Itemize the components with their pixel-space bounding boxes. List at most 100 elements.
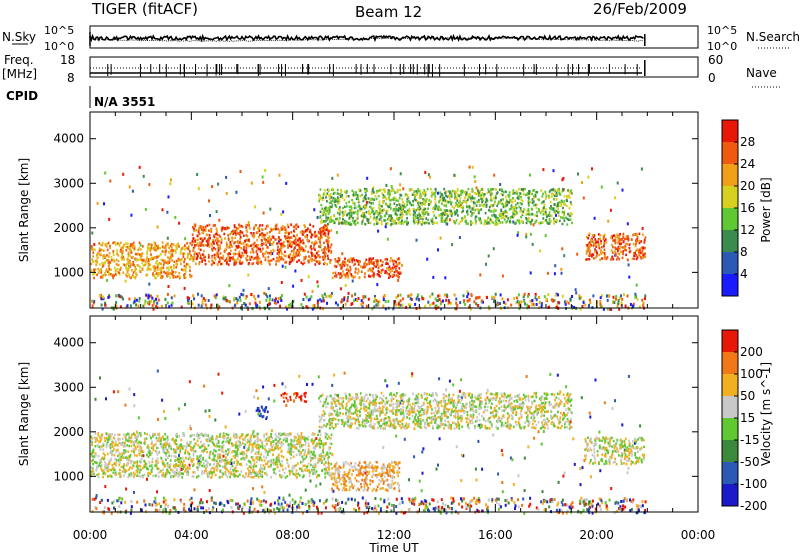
scatter-cell [143,500,145,503]
scatter-cell [142,245,144,248]
scatter-cell [501,217,503,220]
scatter-cell [517,231,519,234]
scatter-cell [136,259,138,262]
scatter-cell [385,223,387,226]
scatter-cell [161,275,163,278]
scatter-cell [551,298,553,301]
scatter-cell [362,497,364,500]
scatter-cell [150,253,152,256]
scatter-cell [224,237,226,240]
scatter-cell [530,201,532,204]
scatter-cell [549,373,551,376]
scatter-cell [321,249,323,252]
scatter-cell [461,189,463,192]
scatter-cell [111,256,113,259]
scatter-cell [615,501,617,504]
scatter-cell [448,301,450,304]
scatter-cell [395,213,397,216]
scatter-cell [324,251,326,254]
scatter-cell [374,265,376,268]
scatter-cell [635,239,637,242]
scatter-cell [274,502,276,505]
scatter-cell [218,373,220,376]
scatter-cell [357,222,359,225]
scatter-cell [352,220,354,223]
scatter-cell [110,269,112,272]
scatter-cell [543,430,545,433]
scatter-cell [487,389,489,392]
scatter-cell [449,201,451,204]
scatter-cell [238,413,240,416]
scatter-cell [438,377,440,380]
scatter-cell [441,216,443,219]
scatter-cell [231,499,233,502]
scatter-cell [351,190,353,193]
scatter-cell [292,498,294,501]
scatter-cell [501,188,503,191]
scatter-cell [286,231,288,234]
scatter-cell [235,503,237,506]
scatter-cell [261,244,263,247]
scatter-cell [229,499,231,502]
scatter-cell [615,248,617,251]
scatter-cell [279,305,281,308]
scatter-cell [208,238,210,241]
scatter-cell [113,259,115,262]
scatter-cell [329,211,331,214]
scatter-cell [183,274,185,277]
scatter-cell [586,252,588,255]
scatter-cell [148,283,150,286]
scatter-cell [553,188,555,191]
scatter-cell [319,195,321,198]
scatter-cell [467,293,469,296]
scatter-cell [370,275,372,278]
scatter-cell [304,293,306,296]
scatter-cell [368,222,370,225]
scatter-cell [334,201,336,204]
scatter-cell [245,224,247,227]
scatter-cell [229,233,231,236]
cpid-value: N/A 3551 [94,95,155,109]
scatter-cell [366,211,368,214]
scatter-cell [300,461,302,464]
scatter-cell [385,300,387,303]
scatter-cell [310,480,312,483]
scatter-cell [241,252,243,255]
scatter-cell [609,499,611,502]
scatter-cell [324,221,326,224]
scatter-cell [300,231,302,234]
scatter-cell [168,275,170,278]
scatter-cell [372,202,374,205]
scatter-cell [309,298,311,301]
scatter-cell [247,255,249,258]
scatter-cell [422,221,424,224]
scatter-cell [600,296,602,299]
scatter-cell [296,509,298,512]
scatter-cell [131,243,133,246]
scatter-cell [240,293,242,296]
scatter-cell [618,253,620,256]
scatter-cell [233,253,235,256]
scatter-cell [243,249,245,252]
scatter-cell [547,272,549,275]
scatter-cell [429,176,431,179]
scatter-cell [480,208,482,211]
scatter-cell [399,208,401,211]
scatter-cell [254,440,256,443]
scatter-cell [372,188,374,191]
scatter-cell [645,500,647,503]
scatter-cell [490,193,492,196]
scatter-cell [349,206,351,209]
scatter-cell [397,191,399,194]
scatter-cell [290,231,292,234]
scatter-cell [603,238,605,241]
scatter-cell [455,202,457,205]
scatter-cell [182,252,184,255]
scatter-cell [455,221,457,224]
scatter-cell [194,507,196,510]
scatter-cell [406,223,408,226]
scatter-cell [478,192,480,195]
scatter-cell [530,223,532,226]
scatter-cell [264,169,266,172]
scatter-cell [248,221,250,224]
